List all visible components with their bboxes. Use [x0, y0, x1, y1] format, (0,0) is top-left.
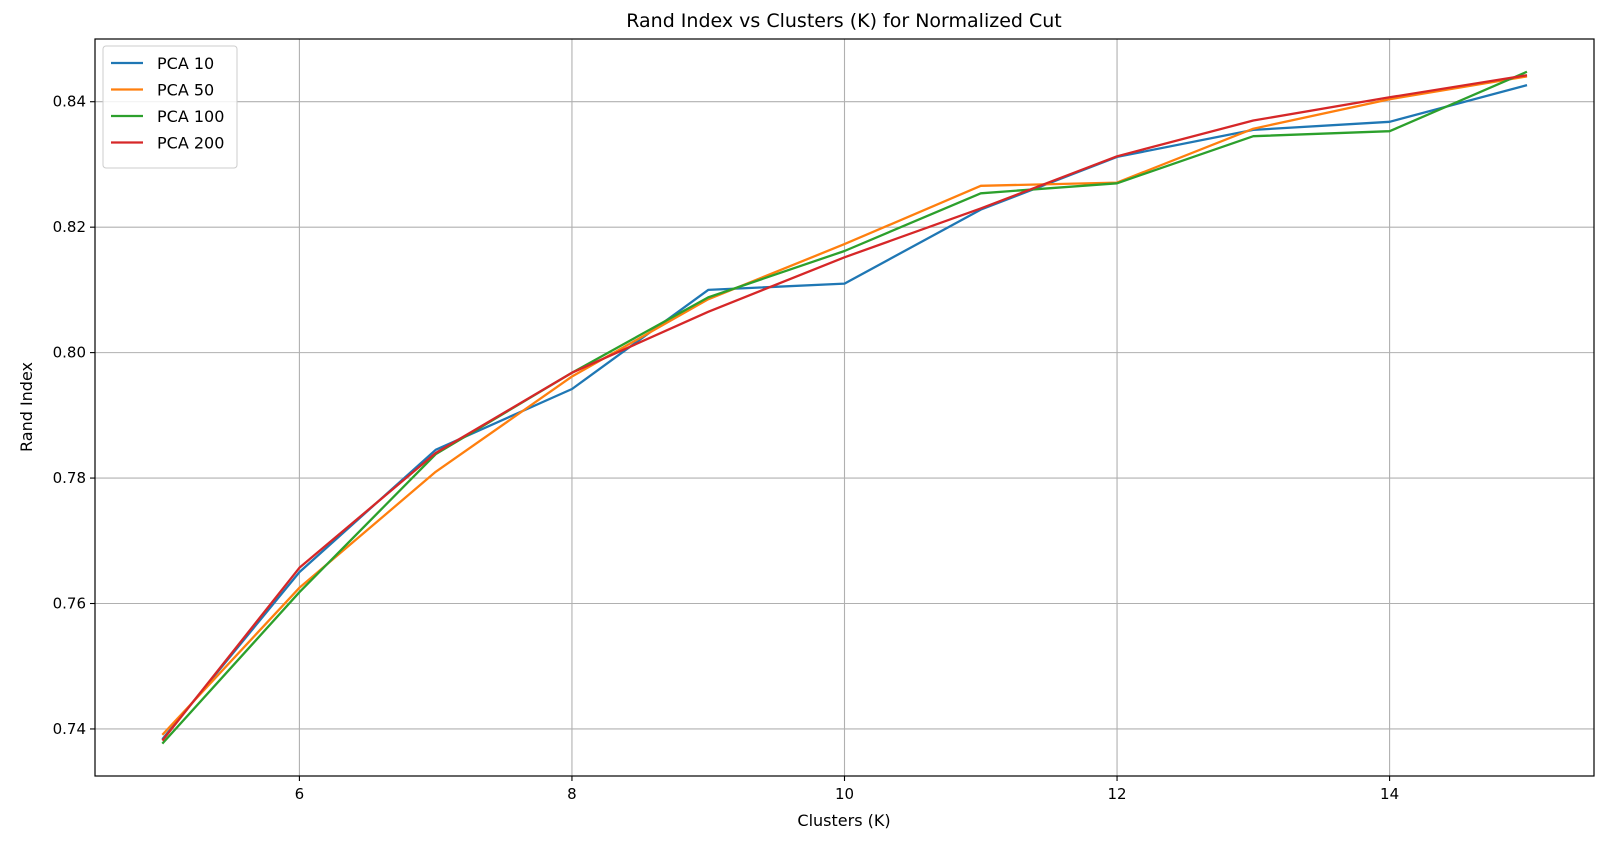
chart-title: Rand Index vs Clusters (K) for Normalize… — [626, 10, 1062, 32]
x-tick-label: 8 — [567, 785, 577, 803]
legend-label: PCA 50 — [157, 81, 214, 100]
y-tick-label: 0.80 — [53, 344, 86, 362]
y-tick-label: 0.78 — [53, 469, 86, 487]
series-lines — [161, 70, 1528, 745]
x-tick-label: 12 — [1107, 785, 1126, 803]
y-tick-label: 0.76 — [53, 595, 86, 613]
legend-box — [102, 45, 238, 169]
x-axis-label: Clusters (K) — [797, 811, 890, 830]
x-tick-label: 14 — [1380, 785, 1399, 803]
y-axis-label: Rand Index — [17, 362, 36, 452]
series-line-pca-200 — [161, 74, 1528, 742]
legend-label: PCA 100 — [157, 107, 224, 126]
y-tick-label: 0.84 — [53, 93, 86, 111]
series-line-pca-50 — [161, 75, 1528, 736]
y-tick-label: 0.74 — [53, 720, 86, 738]
axis-ticks: 6 8 10 12 14 0.74 0.76 0.78 0.80 0.82 0.84 — [53, 93, 1400, 803]
legend-label: PCA 200 — [157, 134, 224, 153]
x-tick-label: 10 — [835, 785, 854, 803]
legend-label: PCA 10 — [157, 54, 214, 73]
grid — [95, 39, 1594, 776]
y-tick-label: 0.82 — [53, 218, 86, 236]
series-line-pca-100 — [161, 70, 1528, 745]
legend: PCA 10 PCA 50 PCA 100 PCA 200 — [102, 45, 238, 169]
x-tick-label: 6 — [295, 785, 305, 803]
